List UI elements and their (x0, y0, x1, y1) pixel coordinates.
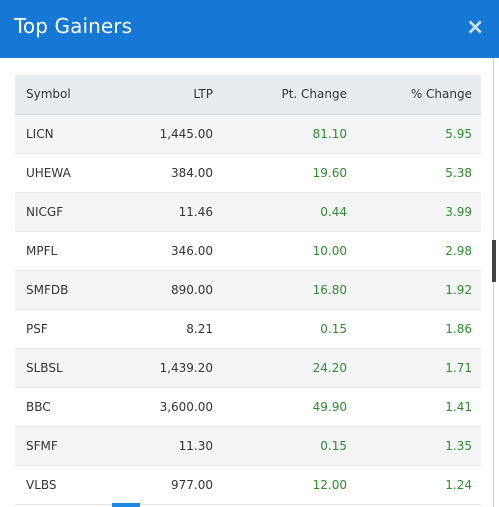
pt-change-cell: 81.10 (312, 127, 347, 141)
symbol-cell: UHEWA (26, 166, 71, 180)
pt-change-cell: 49.90 (312, 400, 347, 414)
symbol-cell: SMFDB (26, 283, 69, 297)
pt-change-cell: 0.15 (320, 439, 347, 453)
ltp-cell: 11.46 (178, 205, 213, 219)
modal-scrollbar-thumb[interactable] (492, 240, 496, 282)
table-row[interactable]: LICN 1,445.00 81.10 5.95 (15, 115, 481, 154)
table-row[interactable]: SMFDB 890.00 16.80 1.92 (15, 271, 481, 310)
column-header-pt-change[interactable]: Pt. Change (281, 87, 347, 101)
pt-change-cell: 24.20 (312, 361, 347, 375)
pct-change-cell: 1.71 (445, 361, 472, 375)
symbol-cell: BBC (26, 400, 51, 414)
table-row[interactable]: UHEWA 384.00 19.60 5.38 (15, 154, 481, 193)
ltp-cell: 11.30 (178, 439, 213, 453)
ltp-cell: 3,600.00 (159, 400, 213, 414)
column-header-symbol[interactable]: Symbol (26, 87, 71, 101)
table-row[interactable]: PSF 8.21 0.15 1.86 (15, 310, 481, 349)
ltp-cell: 1,439.20 (159, 361, 213, 375)
symbol-cell: VLBS (26, 478, 57, 492)
ltp-cell: 1,445.00 (159, 127, 213, 141)
symbol-cell: LICN (26, 127, 54, 141)
symbol-cell: SFMF (26, 439, 58, 453)
table-row[interactable]: NICGF 11.46 0.44 3.99 (15, 193, 481, 232)
close-icon[interactable]: × (466, 15, 485, 40)
symbol-cell: SLBSL (26, 361, 63, 375)
pct-change-cell: 5.38 (445, 166, 472, 180)
horizontal-scroll-indicator[interactable] (112, 503, 140, 507)
table-body: LICN 1,445.00 81.10 5.95 UHEWA 384.00 19.60 5.3… (15, 115, 481, 505)
ltp-cell: 8.21 (186, 322, 213, 336)
pct-change-cell: 2.98 (445, 244, 472, 258)
symbol-cell: PSF (26, 322, 48, 336)
table-row[interactable]: VLBS 977.00 12.00 1.24 (15, 466, 481, 505)
pt-change-cell: 0.44 (320, 205, 347, 219)
ltp-cell: 346.00 (171, 244, 213, 258)
pt-change-cell: 19.60 (312, 166, 347, 180)
modal-title: Top Gainers (14, 14, 133, 38)
table-row[interactable]: MPFL 346.00 10.00 2.98 (15, 232, 481, 271)
modal-header: Top Gainers × (0, 0, 499, 58)
pct-change-cell: 1.41 (445, 400, 472, 414)
gainers-table: Symbol LTP Pt. Change % Change LICN 1,445… (15, 75, 481, 505)
pt-change-cell: 12.00 (312, 478, 347, 492)
symbol-cell: MPFL (26, 244, 58, 258)
column-header-ltp[interactable]: LTP (193, 87, 213, 101)
pct-change-cell: 1.24 (445, 478, 472, 492)
table-row[interactable]: BBC 3,600.00 49.90 1.41 (15, 388, 481, 427)
pt-change-cell: 16.80 (312, 283, 347, 297)
ltp-cell: 890.00 (171, 283, 213, 297)
ltp-cell: 384.00 (171, 166, 213, 180)
table-row[interactable]: SLBSL 1,439.20 24.20 1.71 (15, 349, 481, 388)
pct-change-cell: 5.95 (445, 127, 472, 141)
pt-change-cell: 10.00 (312, 244, 347, 258)
modal-scrollbar-track[interactable] (493, 58, 494, 507)
table-row[interactable]: SFMF 11.30 0.15 1.35 (15, 427, 481, 466)
pt-change-cell: 0.15 (320, 322, 347, 336)
table-header-row: Symbol LTP Pt. Change % Change (15, 75, 481, 115)
pct-change-cell: 1.35 (445, 439, 472, 453)
column-header-pct-change[interactable]: % Change (410, 87, 472, 101)
symbol-cell: NICGF (26, 205, 64, 219)
pct-change-cell: 1.86 (445, 322, 472, 336)
pct-change-cell: 3.99 (445, 205, 472, 219)
ltp-cell: 977.00 (171, 478, 213, 492)
pct-change-cell: 1.92 (445, 283, 472, 297)
